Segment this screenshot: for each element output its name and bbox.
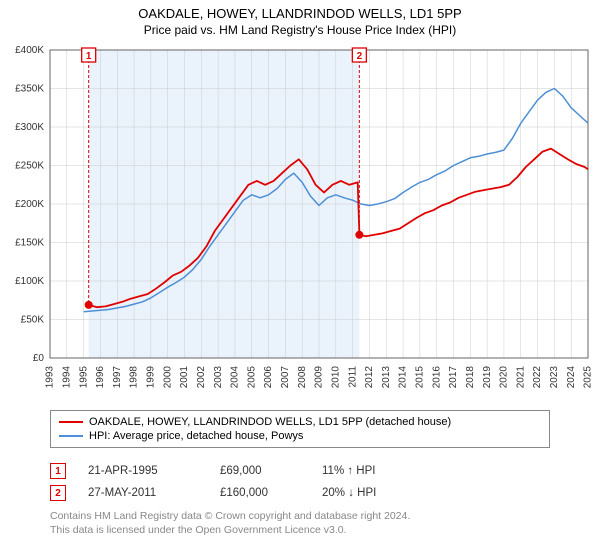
chart-area: £0 £50K £100K £150K £200K £250K £300K £350K £400… bbox=[0, 42, 600, 402]
copyright-line: Contains HM Land Registry data © Crown c… bbox=[50, 510, 410, 524]
svg-text:£400K: £400K bbox=[15, 45, 44, 56]
svg-text:£150K: £150K bbox=[15, 238, 44, 249]
svg-text:1999: 1999 bbox=[146, 366, 157, 389]
svg-text:£0: £0 bbox=[33, 353, 45, 364]
svg-text:2011: 2011 bbox=[347, 366, 358, 388]
svg-text:2006: 2006 bbox=[263, 366, 274, 389]
svg-text:2012: 2012 bbox=[364, 366, 375, 389]
svg-text:2003: 2003 bbox=[213, 366, 224, 389]
svg-text:2022: 2022 bbox=[532, 366, 543, 389]
svg-text:2014: 2014 bbox=[398, 366, 409, 389]
page: OAKDALE, HOWEY, LLANDRINDOD WELLS, LD1 5… bbox=[0, 0, 600, 560]
svg-text:£300K: £300K bbox=[15, 122, 44, 133]
svg-text:1997: 1997 bbox=[112, 366, 123, 389]
svg-text:2007: 2007 bbox=[280, 366, 291, 389]
svg-text:£200K: £200K bbox=[15, 199, 44, 210]
svg-text:2004: 2004 bbox=[230, 366, 241, 389]
svg-text:2018: 2018 bbox=[465, 366, 476, 389]
marker-badge: 2 bbox=[50, 485, 66, 501]
marker-hpi: 20% ↓ HPI bbox=[322, 487, 412, 499]
marker-price: £160,000 bbox=[220, 487, 300, 499]
svg-text:2010: 2010 bbox=[330, 366, 341, 389]
chart-subtitle: Price paid vs. HM Land Registry's House … bbox=[0, 21, 600, 41]
legend: OAKDALE, HOWEY, LLANDRINDOD WELLS, LD1 5… bbox=[50, 410, 550, 448]
svg-text:2019: 2019 bbox=[482, 366, 493, 389]
legend-label: OAKDALE, HOWEY, LLANDRINDOD WELLS, LD1 5… bbox=[89, 416, 451, 428]
marker-date: 21-APR-1995 bbox=[88, 465, 198, 477]
legend-label: HPI: Average price, detached house, Powy… bbox=[89, 430, 303, 442]
legend-item: OAKDALE, HOWEY, LLANDRINDOD WELLS, LD1 5… bbox=[59, 415, 541, 429]
svg-text:2015: 2015 bbox=[415, 366, 426, 389]
copyright-line: This data is licensed under the Open Gov… bbox=[50, 524, 410, 538]
svg-text:2023: 2023 bbox=[549, 366, 560, 389]
marker-row: 1 21-APR-1995 £69,000 11% ↑ HPI bbox=[50, 460, 412, 482]
legend-swatch bbox=[59, 435, 83, 437]
svg-text:2000: 2000 bbox=[162, 366, 173, 389]
legend-swatch bbox=[59, 421, 83, 423]
svg-text:1995: 1995 bbox=[78, 366, 89, 389]
svg-text:2013: 2013 bbox=[381, 366, 392, 389]
svg-text:£350K: £350K bbox=[15, 84, 44, 95]
marker-price: £69,000 bbox=[220, 465, 300, 477]
svg-text:2005: 2005 bbox=[246, 366, 257, 389]
svg-text:2025: 2025 bbox=[583, 366, 594, 389]
svg-text:1996: 1996 bbox=[95, 366, 106, 389]
svg-text:2009: 2009 bbox=[314, 366, 325, 389]
svg-text:2021: 2021 bbox=[515, 366, 526, 389]
svg-text:2001: 2001 bbox=[179, 366, 190, 389]
svg-text:1994: 1994 bbox=[61, 366, 72, 389]
chart-title: OAKDALE, HOWEY, LLANDRINDOD WELLS, LD1 5… bbox=[0, 0, 600, 21]
svg-text:2002: 2002 bbox=[196, 366, 207, 389]
marker-table: 1 21-APR-1995 £69,000 11% ↑ HPI 2 27-MAY… bbox=[50, 460, 412, 504]
svg-text:2: 2 bbox=[357, 51, 363, 62]
legend-item: HPI: Average price, detached house, Powy… bbox=[59, 429, 541, 443]
marker-row: 2 27-MAY-2011 £160,000 20% ↓ HPI bbox=[50, 482, 412, 504]
marker-badge: 1 bbox=[50, 463, 66, 479]
svg-text:1993: 1993 bbox=[45, 366, 56, 389]
marker-date: 27-MAY-2011 bbox=[88, 487, 198, 499]
svg-text:£250K: £250K bbox=[15, 161, 44, 172]
line-chart: £0 £50K £100K £150K £200K £250K £300K £350K £400… bbox=[0, 42, 600, 402]
copyright: Contains HM Land Registry data © Crown c… bbox=[50, 510, 410, 537]
svg-text:1: 1 bbox=[86, 51, 92, 62]
svg-text:2020: 2020 bbox=[499, 366, 510, 389]
marker-hpi: 11% ↑ HPI bbox=[322, 465, 412, 477]
svg-text:2024: 2024 bbox=[566, 366, 577, 389]
svg-text:2016: 2016 bbox=[431, 366, 442, 389]
svg-text:£50K: £50K bbox=[21, 315, 45, 326]
svg-text:2017: 2017 bbox=[448, 366, 459, 389]
svg-text:1998: 1998 bbox=[129, 366, 140, 389]
svg-text:2008: 2008 bbox=[297, 366, 308, 389]
svg-text:£100K: £100K bbox=[15, 276, 44, 287]
